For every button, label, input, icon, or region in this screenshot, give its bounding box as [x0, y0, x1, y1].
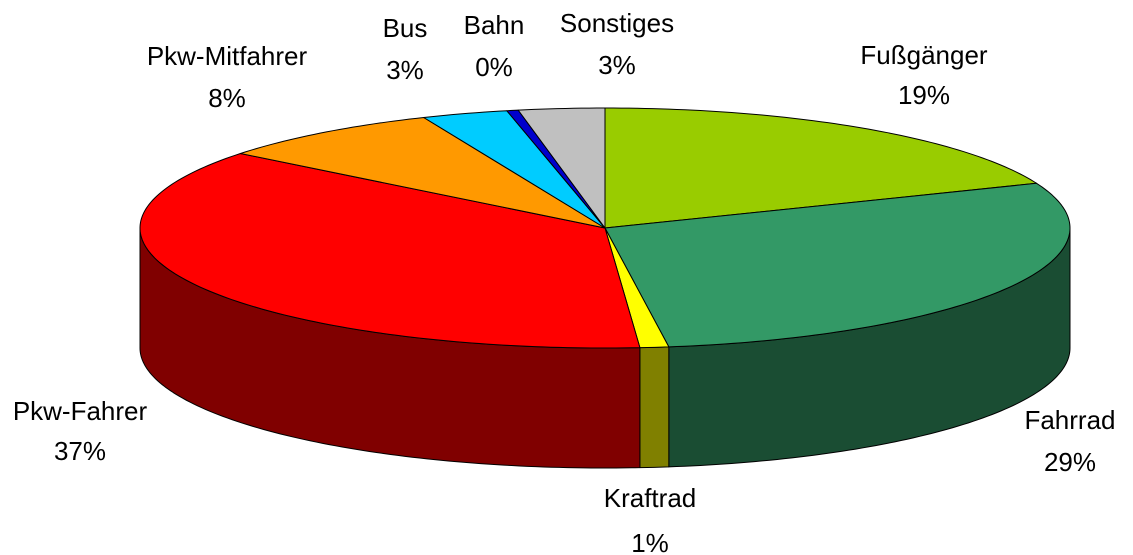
slice-value-label: 29%: [1044, 447, 1096, 477]
slice-label: Bahn: [464, 10, 525, 40]
slice-value-label: 19%: [898, 80, 950, 110]
slice-label: Kraftrad: [604, 483, 697, 513]
slice-label: Sonstiges: [560, 8, 674, 38]
slice-value-label: 1%: [631, 528, 669, 555]
slice-label: Fußgänger: [860, 40, 988, 70]
slice-label: Pkw-Mitfahrer: [147, 41, 308, 71]
pie-slice: [423, 110, 606, 229]
slice-value-label: 37%: [54, 436, 106, 466]
pie-slice: [139, 153, 641, 349]
slice-value-label: 0%: [475, 52, 513, 82]
pie-slice: [517, 107, 606, 229]
pie-side: [639, 346, 670, 469]
pie-slice: [604, 182, 1071, 348]
slice-label: Pkw-Fahrer: [13, 396, 148, 426]
slice-value-label: 3%: [386, 55, 424, 85]
slice-label: Fahrrad: [1024, 405, 1115, 435]
slice-value-label: 3%: [598, 50, 636, 80]
pie-slice: [239, 117, 606, 229]
slice-label: Bus: [383, 13, 428, 43]
pie-slice: [604, 107, 1038, 229]
slice-value-label: 8%: [208, 83, 246, 113]
